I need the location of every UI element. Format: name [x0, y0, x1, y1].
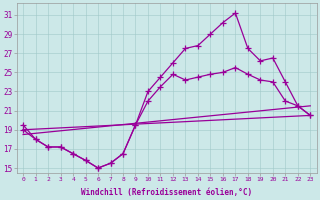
X-axis label: Windchill (Refroidissement éolien,°C): Windchill (Refroidissement éolien,°C) [81, 188, 252, 197]
